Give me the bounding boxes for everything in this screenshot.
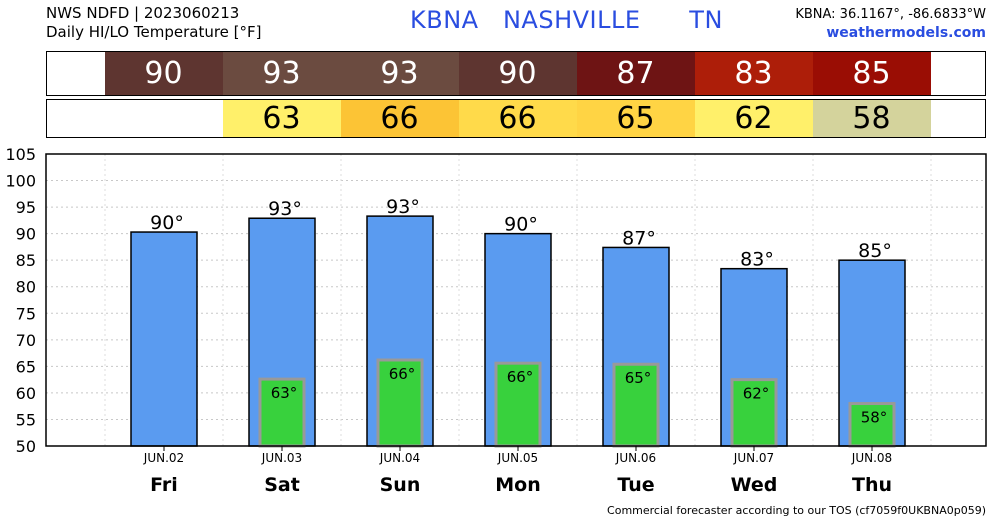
day-label: Fri [150,474,178,496]
lo-cell: 58 [812,100,931,137]
y-tick-label: 85 [16,251,36,270]
low-value-label: 66° [507,368,534,386]
header-right: KBNA: 36.1167°, -86.6833°W weathermodels… [795,5,986,43]
day-label: Thu [852,474,892,496]
day-label: Tue [617,474,654,496]
site-link[interactable]: weathermodels.com [826,25,986,41]
lo-cell [104,100,223,137]
day-label: Sat [264,474,300,496]
high-value-label: 93° [268,198,302,220]
y-tick-label: 80 [16,278,36,297]
date-label: JUN.03 [261,451,302,465]
y-tick-label: 75 [16,304,36,323]
date-label: JUN.02 [143,451,184,465]
date-label: JUN.08 [851,451,892,465]
y-tick-label: 105 [5,145,36,164]
high-value-label: 87° [622,227,656,249]
high-value-label: 83° [740,249,774,271]
station-title: KBNA NASHVILLE TN [410,6,723,34]
hi-cell: 90 [104,52,223,95]
lo-cell: 66 [340,100,459,137]
high-value-label: 90° [504,214,538,236]
high-value-label: 93° [386,196,420,218]
model-run-label: NWS NDFD | 2023060213 [46,4,240,22]
high-value-label: 90° [150,212,184,234]
day-label: Sun [380,474,421,496]
plot-border [45,153,987,447]
hi-cell: 90 [458,52,577,95]
y-tick-label: 50 [16,437,36,456]
date-label: JUN.07 [733,451,774,465]
lo-cell: 66 [458,100,577,137]
y-tick-label: 55 [16,410,36,429]
footer-note: Commercial forecaster according to our T… [607,504,986,517]
y-tick-label: 60 [16,384,36,403]
station-coordinates: KBNA: 36.1167°, -86.6833°W [795,7,986,22]
hi-cell: 83 [694,52,813,95]
hi-cell: 87 [576,52,695,95]
y-tick-label: 90 [16,225,36,244]
hi-cell: 93 [340,52,459,95]
date-label: JUN.04 [379,451,420,465]
low-bar [376,358,424,448]
lo-cell: 65 [576,100,695,137]
hi-cell: 93 [222,52,341,95]
low-value-label: 58° [861,409,888,427]
low-temperature-strip: 63 66 66 65 62 58 [46,99,986,138]
y-tick-label: 70 [16,331,36,350]
low-value-label: 62° [743,385,770,403]
lo-cell: 62 [694,100,813,137]
y-tick-label: 100 [5,172,36,191]
date-label: JUN.06 [615,451,656,465]
low-value-label: 63° [271,384,298,402]
y-tick-label: 65 [16,357,36,376]
day-label: Mon [495,474,541,496]
date-label: JUN.05 [497,451,538,465]
high-value-label: 85° [858,240,892,262]
lo-cell: 63 [222,100,341,137]
high-temperature-strip: 90 93 93 90 87 83 85 [46,51,986,96]
chart-title: Daily HI/LO Temperature [°F] [46,23,262,41]
low-value-label: 66° [389,365,416,383]
high-bar [130,231,198,447]
header-left: NWS NDFD | 2023060213 Daily HI/LO Temper… [46,4,262,42]
low-value-label: 65° [625,369,652,387]
day-label: Wed [731,474,778,496]
y-tick-label: 95 [16,198,36,217]
low-bar [612,362,660,448]
low-bar [258,377,306,448]
hi-cell: 85 [812,52,931,95]
